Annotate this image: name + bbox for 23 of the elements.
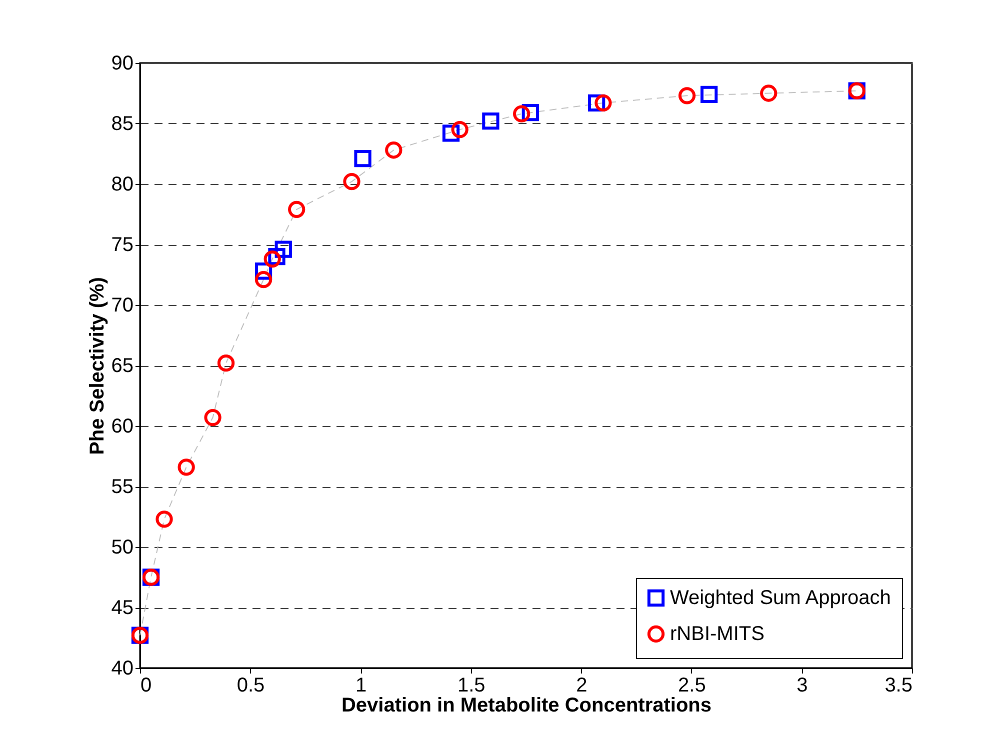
x-tick-label: 3.5 — [884, 674, 912, 696]
legend-label: Weighted Sum Approach — [670, 587, 891, 609]
x-tick-label: 2 — [576, 674, 588, 696]
y-tick-label: 45 — [111, 597, 134, 619]
x-tick-label: 3 — [796, 674, 808, 696]
y-tick-label: 90 — [111, 52, 134, 74]
legend-label: rNBI-MITS — [670, 623, 764, 645]
y-axis-title: Phe Selectivity (%) — [86, 277, 108, 455]
x-tick-label: 1 — [356, 674, 367, 696]
y-tick-label: 75 — [111, 234, 134, 256]
y-tick-label: 65 — [111, 355, 134, 377]
x-axis-title: Deviation in Metabolite Concentrations — [341, 694, 712, 716]
x-tick-label: 0.5 — [236, 674, 265, 696]
x-tick-label: 0 — [140, 674, 152, 696]
x-tick-label: 2.5 — [678, 674, 706, 696]
y-tick-label: 85 — [111, 113, 134, 135]
x-tick-label: 1.5 — [457, 674, 486, 696]
y-tick-label: 80 — [111, 174, 134, 196]
y-tick-label: 60 — [111, 416, 134, 438]
y-tick-label: 40 — [111, 658, 134, 680]
y-tick-label: 50 — [111, 536, 134, 558]
y-tick-label: 55 — [111, 476, 134, 498]
y-tick-label: 70 — [111, 294, 134, 316]
